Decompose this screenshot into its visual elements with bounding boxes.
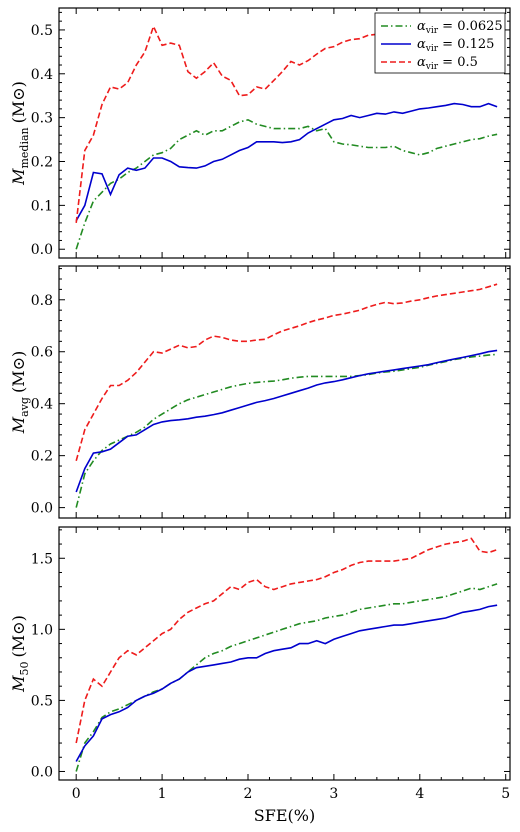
panel-m50: 0 1 2 3 4 5 0.0 0.5 1.0 1.5 M50(M⊙) SFE(%)	[9, 526, 511, 825]
avg-series-alpha-0.5	[75, 283, 498, 462]
m50-xtick-label: 1	[158, 786, 167, 802]
median-series-alpha-0.125	[75, 102, 498, 222]
median-series-alpha-0.0625	[75, 118, 498, 250]
m50-xtick-label: 5	[501, 786, 510, 802]
avg-ytick-label: 0.8	[31, 293, 53, 309]
avg-ytick-label: 0.2	[31, 449, 53, 465]
m50-series-alpha-0.0625	[75, 583, 498, 772]
m50-series-alpha-0.5	[75, 537, 498, 744]
legend-label-alpha-0.125: αvir = 0.125	[417, 37, 494, 54]
median-ytick-label: 0.0	[31, 242, 53, 258]
median-ytick-label: 0.2	[31, 155, 53, 171]
m50-ytick-label: 1.0	[31, 622, 53, 638]
avg-ytick-label: 0.0	[31, 501, 53, 517]
avg-axes-frame	[58, 265, 511, 519]
median-axes-frame	[58, 7, 511, 259]
avg-ytick-label: 0.6	[31, 345, 53, 361]
panel-avg: 0.0 0.2 0.4 0.6 0.8 Mavg(M⊙)	[9, 265, 511, 519]
m50-series-alpha-0.125	[75, 604, 498, 762]
legend-label-alpha-0.0625: αvir = 0.0625	[417, 19, 503, 36]
median-ytick-label: 0.1	[31, 198, 53, 214]
legend-box	[374, 12, 506, 74]
m50-ytick-label: 1.5	[31, 551, 53, 567]
median-ytick-label: 0.4	[31, 67, 53, 83]
m50-ylabel: M50(M⊙)	[9, 615, 31, 693]
m50-axes-frame	[58, 526, 511, 781]
median-ytick-label: 0.5	[31, 23, 53, 39]
avg-ytick-label: 0.4	[31, 397, 53, 413]
m50-ytick-label: 0.0	[31, 764, 53, 780]
panel-median: 0.0 0.1 0.2 0.3 0.4 0.5 Mmedian(M⊙) αvir = 0.06…	[9, 7, 511, 259]
median-ylabel: Mmedian(M⊙)	[9, 81, 31, 186]
avg-series-alpha-0.0625	[75, 353, 498, 508]
avg-series-alpha-0.125	[75, 349, 498, 493]
m50-xtick-label: 3	[329, 786, 338, 802]
median-ytick-label: 0.3	[31, 111, 53, 127]
m50-ytick-label: 0.5	[31, 693, 53, 709]
avg-ylabel: Mavg(M⊙)	[9, 351, 31, 435]
m50-xtick-label: 2	[244, 786, 253, 802]
m50-xlabel: SFE(%)	[254, 806, 315, 825]
m50-xtick-label: 4	[415, 786, 424, 802]
legend-label-alpha-0.5: αvir = 0.5	[417, 55, 478, 72]
m50-xtick-label: 0	[72, 786, 81, 802]
